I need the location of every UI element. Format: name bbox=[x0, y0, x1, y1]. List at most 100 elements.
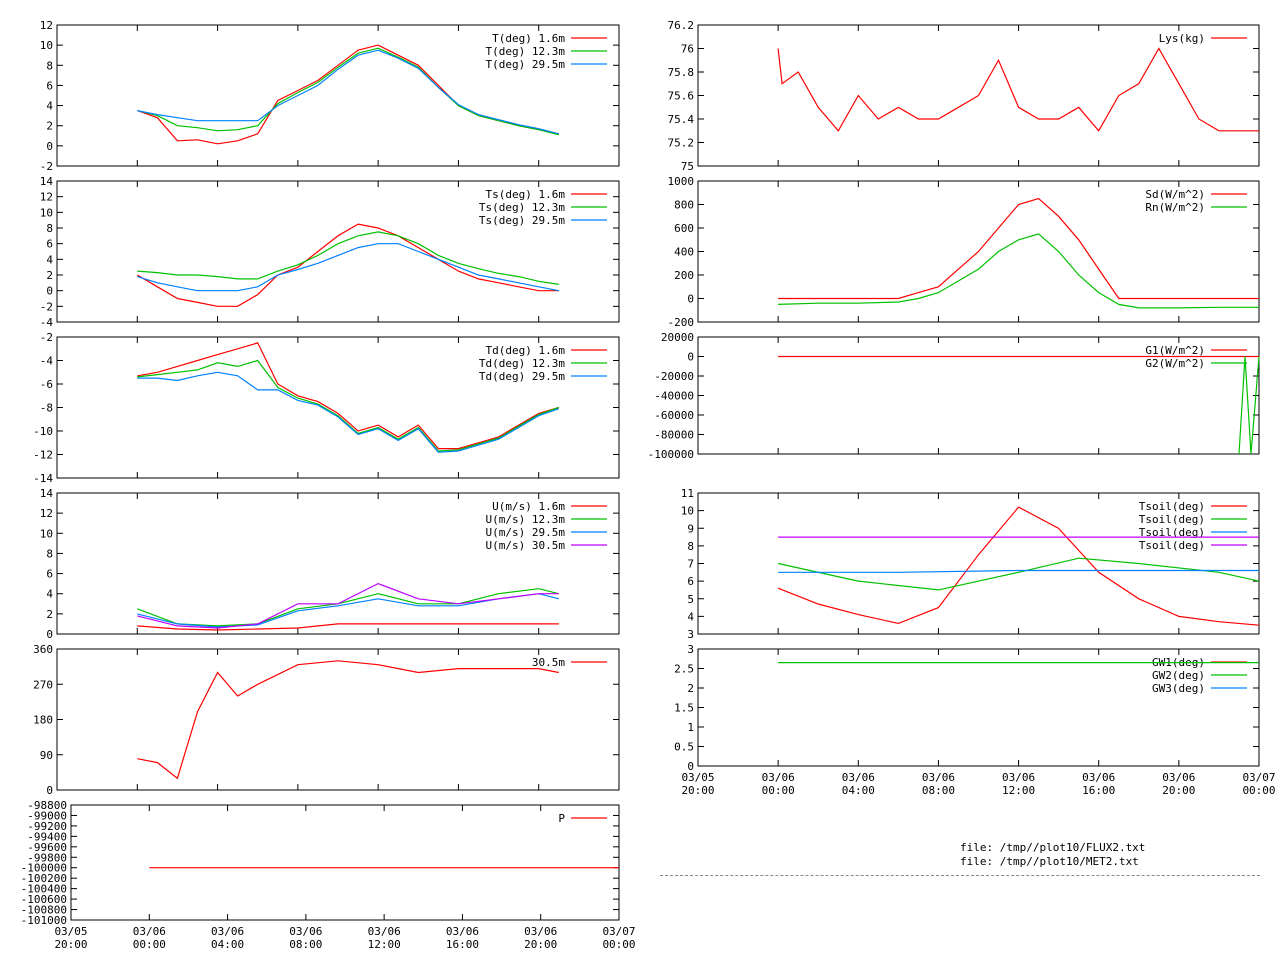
chart-pressure: -98800-99000-99200-99400-99600-99800-100… bbox=[21, 799, 636, 951]
y-tick-label: 10 bbox=[40, 206, 53, 219]
legend-label: Ts(deg) 12.3m bbox=[479, 201, 565, 214]
chart-wind-direction: 0 90 180 270 360 30.5m bbox=[33, 643, 620, 797]
y-tick-label: 10 bbox=[40, 39, 53, 52]
y-tick-label: 2 bbox=[46, 120, 53, 133]
y-tick-label: -2 bbox=[40, 160, 53, 173]
series-line bbox=[778, 233, 1259, 309]
x-tick-time: 20:00 bbox=[524, 938, 557, 951]
legend-label: Tsoil(deg) bbox=[1139, 513, 1205, 526]
x-tick-time: 20:00 bbox=[681, 784, 714, 797]
x-tick-time: 12:00 bbox=[368, 938, 401, 951]
y-tick-label: -4 bbox=[40, 316, 54, 329]
y-tick-label: 1000 bbox=[668, 175, 695, 188]
x-tick-date: 03/07 bbox=[602, 925, 635, 938]
y-tick-label: -12 bbox=[33, 449, 53, 462]
y-tick-label: 0 bbox=[687, 351, 694, 364]
y-tick-label: 3 bbox=[687, 628, 694, 641]
legend-label: U(m/s) 30.5m bbox=[486, 539, 566, 552]
series-line bbox=[1238, 356, 1260, 455]
series-line bbox=[137, 660, 559, 780]
series-line bbox=[137, 582, 559, 629]
y-tick-label: 800 bbox=[674, 199, 694, 212]
x-tick-date: 03/06 bbox=[1082, 771, 1115, 784]
y-tick-label: 200 bbox=[674, 269, 694, 282]
x-tick-time: 16:00 bbox=[1082, 784, 1115, 797]
y-tick-label: -14 bbox=[33, 472, 53, 485]
x-tick-date: 03/06 bbox=[211, 925, 244, 938]
x-tick-date: 03/06 bbox=[1002, 771, 1035, 784]
series-line bbox=[137, 342, 559, 450]
y-tick-label: -100400 bbox=[21, 883, 67, 896]
series-line bbox=[777, 47, 1259, 132]
plot-frame bbox=[56, 180, 620, 323]
y-tick-label: 20000 bbox=[661, 331, 694, 344]
chart-ground-flux: -100000 -80000 -60000 -40000 -20000 0 20000 G1(… bbox=[648, 331, 1260, 461]
chart-lysimeter: 75 75.2 75.4 75.6 75.8 76 76.2 Lys(kg) bbox=[668, 19, 1260, 173]
y-tick-label: -40000 bbox=[654, 390, 694, 403]
y-tick-label: -4 bbox=[40, 355, 54, 368]
y-tick-label: -8 bbox=[40, 402, 53, 415]
series-line bbox=[777, 506, 1260, 626]
legend-label: T(deg) 12.3m bbox=[486, 45, 566, 58]
y-tick-label: -2 bbox=[40, 331, 53, 344]
x-tick-date: 03/05 bbox=[54, 925, 87, 938]
x-tick-time: 00:00 bbox=[1242, 784, 1275, 797]
file-label-2: file: /tmp//plot10/MET2.txt bbox=[960, 855, 1139, 868]
legend-label: U(m/s) 1.6m bbox=[492, 500, 565, 513]
legend-label: Tsoil(deg) bbox=[1139, 500, 1205, 513]
legend-label: U(m/s) 12.3m bbox=[486, 513, 566, 526]
y-tick-label: 6 bbox=[46, 238, 53, 251]
x-tick-time: 12:00 bbox=[1002, 784, 1035, 797]
chart-ground-water: 00.511.522.5303/0520:0003/0600:0003/0604… bbox=[674, 643, 1275, 797]
y-tick-label: -100000 bbox=[21, 862, 67, 875]
plot-frame bbox=[56, 24, 620, 167]
y-tick-label: 600 bbox=[674, 222, 694, 235]
y-tick-label: -6 bbox=[40, 378, 53, 391]
y-tick-label: 75 bbox=[681, 160, 694, 173]
footer-divider bbox=[660, 875, 1260, 876]
y-tick-label: 0 bbox=[46, 628, 53, 641]
legend-label: Ts(deg) 29.5m bbox=[479, 214, 565, 227]
legend-label: G2(W/m^2) bbox=[1145, 357, 1205, 370]
legend-label: Tsoil(deg) bbox=[1139, 526, 1205, 539]
y-tick-label: 75.8 bbox=[668, 66, 695, 79]
x-tick-time: 04:00 bbox=[842, 784, 875, 797]
y-tick-label: 0 bbox=[46, 140, 53, 153]
legend-label: P bbox=[558, 812, 565, 825]
y-tick-label: 75.2 bbox=[668, 137, 695, 150]
y-tick-label: 4 bbox=[46, 588, 53, 601]
chart-radiation: -200 0 200 400 600 800 1000 Sd(W/m^2)Rn(W/m^2) bbox=[668, 175, 1260, 329]
y-tick-label: 2 bbox=[46, 608, 53, 621]
x-tick-time: 08:00 bbox=[922, 784, 955, 797]
y-tick-label: 14 bbox=[40, 487, 54, 500]
x-tick-time: 04:00 bbox=[211, 938, 244, 951]
y-tick-label: 10 bbox=[40, 527, 53, 540]
chart-temperature: -2 0 2 4 6 8 10 12 T(deg) 1.6mT(deg) 12.3mT(deg)… bbox=[40, 19, 620, 173]
y-tick-label: -99000 bbox=[27, 809, 67, 822]
x-tick-date: 03/06 bbox=[1162, 771, 1195, 784]
series-line bbox=[778, 569, 1259, 573]
x-tick-time: 08:00 bbox=[289, 938, 322, 951]
y-tick-label: -99200 bbox=[27, 820, 67, 833]
y-tick-label: 6 bbox=[687, 575, 694, 588]
legend-label: G1(W/m^2) bbox=[1145, 344, 1205, 357]
y-tick-label: 8 bbox=[687, 540, 694, 553]
x-tick-date: 03/07 bbox=[1242, 771, 1275, 784]
series-line bbox=[137, 47, 559, 136]
y-tick-label: -80000 bbox=[654, 429, 694, 442]
y-tick-label: 75.6 bbox=[668, 90, 695, 103]
plot-frame bbox=[70, 804, 620, 921]
x-tick-time: 00:00 bbox=[133, 938, 166, 951]
x-tick-time: 00:00 bbox=[602, 938, 635, 951]
y-tick-label: 2 bbox=[46, 269, 53, 282]
y-tick-label: 10 bbox=[681, 505, 694, 518]
legend-label: Td(deg) 1.6m bbox=[486, 344, 566, 357]
y-tick-label: 76.2 bbox=[668, 19, 695, 32]
legend-label: Ts(deg) 1.6m bbox=[486, 188, 566, 201]
y-tick-label: 0.5 bbox=[674, 741, 694, 754]
series-line bbox=[137, 231, 559, 285]
y-tick-label: 4 bbox=[46, 100, 53, 113]
y-tick-label: 14 bbox=[40, 175, 54, 188]
y-tick-label: 0 bbox=[46, 784, 53, 797]
